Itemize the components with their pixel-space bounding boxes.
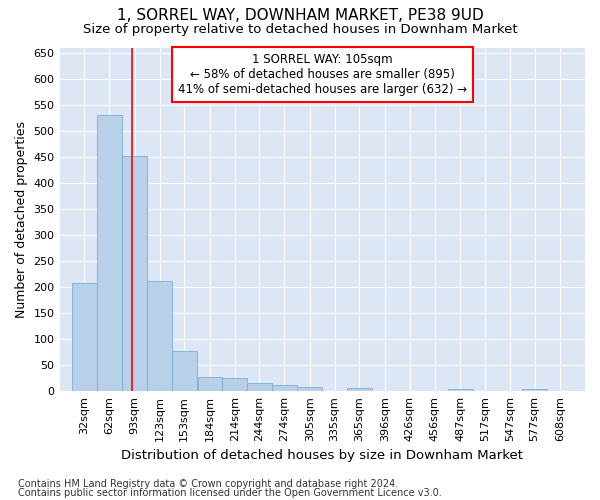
Text: Size of property relative to detached houses in Downham Market: Size of property relative to detached ho…: [83, 22, 517, 36]
Bar: [448, 388, 473, 391]
Bar: [172, 350, 197, 391]
Bar: [522, 389, 547, 391]
Bar: [122, 156, 147, 391]
Bar: [97, 115, 122, 391]
Bar: [347, 388, 372, 391]
Text: 1 SORREL WAY: 105sqm
← 58% of detached houses are smaller (895)
41% of semi-deta: 1 SORREL WAY: 105sqm ← 58% of detached h…: [178, 52, 467, 96]
X-axis label: Distribution of detached houses by size in Downham Market: Distribution of detached houses by size …: [121, 450, 523, 462]
Bar: [197, 376, 223, 391]
Bar: [147, 282, 172, 391]
Bar: [72, 283, 97, 391]
Text: Contains public sector information licensed under the Open Government Licence v3: Contains public sector information licen…: [18, 488, 442, 498]
Bar: [223, 378, 247, 391]
Bar: [298, 387, 322, 391]
Bar: [272, 385, 296, 391]
Bar: [247, 384, 272, 391]
Text: Contains HM Land Registry data © Crown copyright and database right 2024.: Contains HM Land Registry data © Crown c…: [18, 479, 398, 489]
Text: 1, SORREL WAY, DOWNHAM MARKET, PE38 9UD: 1, SORREL WAY, DOWNHAM MARKET, PE38 9UD: [116, 8, 484, 22]
Y-axis label: Number of detached properties: Number of detached properties: [15, 121, 28, 318]
